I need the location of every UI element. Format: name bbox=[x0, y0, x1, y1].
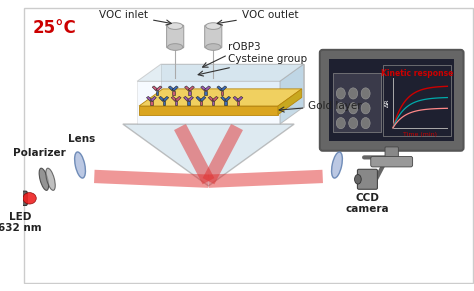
Polygon shape bbox=[196, 96, 202, 101]
Polygon shape bbox=[204, 86, 210, 91]
Polygon shape bbox=[188, 86, 194, 91]
FancyBboxPatch shape bbox=[357, 169, 377, 189]
Text: Lens: Lens bbox=[68, 134, 96, 144]
Ellipse shape bbox=[206, 23, 221, 29]
Polygon shape bbox=[168, 86, 174, 91]
Polygon shape bbox=[201, 86, 207, 91]
FancyBboxPatch shape bbox=[371, 157, 413, 167]
Text: Cysteine group: Cysteine group bbox=[198, 54, 307, 76]
Text: ΔR: ΔR bbox=[385, 99, 390, 107]
Ellipse shape bbox=[336, 88, 345, 99]
Polygon shape bbox=[233, 96, 239, 101]
Text: VOC inlet: VOC inlet bbox=[99, 10, 171, 25]
Polygon shape bbox=[137, 64, 304, 81]
Polygon shape bbox=[159, 96, 165, 101]
Text: CCD
camera: CCD camera bbox=[346, 193, 389, 214]
Ellipse shape bbox=[336, 103, 345, 114]
FancyBboxPatch shape bbox=[9, 191, 27, 205]
FancyBboxPatch shape bbox=[385, 147, 398, 160]
Polygon shape bbox=[212, 96, 218, 101]
Polygon shape bbox=[163, 96, 169, 101]
Polygon shape bbox=[224, 96, 230, 101]
Polygon shape bbox=[137, 81, 280, 124]
Text: VOC outlet: VOC outlet bbox=[217, 10, 298, 25]
Polygon shape bbox=[152, 86, 158, 91]
Ellipse shape bbox=[46, 168, 55, 190]
Polygon shape bbox=[172, 86, 178, 91]
Polygon shape bbox=[156, 86, 162, 91]
Polygon shape bbox=[174, 124, 214, 184]
Polygon shape bbox=[161, 64, 304, 107]
Polygon shape bbox=[156, 91, 158, 95]
Ellipse shape bbox=[361, 103, 370, 114]
Text: LED
632 nm: LED 632 nm bbox=[0, 212, 42, 233]
Ellipse shape bbox=[331, 152, 342, 178]
Text: rOBP3: rOBP3 bbox=[202, 42, 260, 67]
Polygon shape bbox=[200, 96, 206, 101]
Ellipse shape bbox=[168, 44, 183, 50]
Polygon shape bbox=[208, 170, 323, 188]
Polygon shape bbox=[202, 124, 243, 184]
Ellipse shape bbox=[39, 168, 49, 190]
Ellipse shape bbox=[349, 118, 358, 129]
FancyBboxPatch shape bbox=[329, 59, 454, 141]
Polygon shape bbox=[183, 96, 190, 101]
Polygon shape bbox=[94, 170, 209, 188]
Ellipse shape bbox=[23, 193, 36, 204]
Text: Polarizer: Polarizer bbox=[13, 148, 65, 158]
Polygon shape bbox=[188, 91, 191, 95]
FancyBboxPatch shape bbox=[320, 50, 464, 151]
Ellipse shape bbox=[361, 88, 370, 99]
Polygon shape bbox=[204, 91, 207, 95]
Text: Gold layer: Gold layer bbox=[279, 100, 362, 112]
Polygon shape bbox=[163, 101, 165, 105]
Polygon shape bbox=[171, 96, 177, 101]
Polygon shape bbox=[237, 101, 239, 105]
Ellipse shape bbox=[336, 118, 345, 129]
Polygon shape bbox=[280, 64, 304, 124]
Polygon shape bbox=[278, 89, 302, 115]
Polygon shape bbox=[208, 96, 215, 101]
Polygon shape bbox=[221, 96, 227, 101]
Polygon shape bbox=[150, 101, 153, 105]
Ellipse shape bbox=[74, 152, 85, 178]
Text: Kinetic response: Kinetic response bbox=[381, 69, 454, 78]
Ellipse shape bbox=[168, 23, 183, 29]
Polygon shape bbox=[217, 86, 223, 91]
Text: Lens: Lens bbox=[323, 134, 351, 144]
Polygon shape bbox=[187, 101, 190, 105]
Ellipse shape bbox=[206, 44, 221, 50]
Polygon shape bbox=[184, 86, 191, 91]
Polygon shape bbox=[172, 91, 174, 95]
Polygon shape bbox=[187, 96, 193, 101]
Ellipse shape bbox=[355, 175, 361, 184]
Text: 25°C: 25°C bbox=[32, 19, 76, 38]
Polygon shape bbox=[237, 96, 243, 101]
Polygon shape bbox=[175, 101, 177, 105]
FancyBboxPatch shape bbox=[205, 25, 222, 48]
Polygon shape bbox=[175, 96, 181, 101]
Polygon shape bbox=[220, 91, 223, 95]
Polygon shape bbox=[123, 124, 294, 186]
Polygon shape bbox=[146, 96, 153, 101]
Polygon shape bbox=[212, 101, 215, 105]
Ellipse shape bbox=[361, 118, 370, 129]
Polygon shape bbox=[139, 89, 302, 106]
FancyBboxPatch shape bbox=[383, 65, 451, 136]
FancyBboxPatch shape bbox=[167, 25, 184, 48]
Polygon shape bbox=[220, 86, 227, 91]
Ellipse shape bbox=[349, 88, 358, 99]
Polygon shape bbox=[224, 101, 227, 105]
Polygon shape bbox=[150, 96, 156, 101]
Text: Time (min): Time (min) bbox=[403, 132, 437, 137]
Polygon shape bbox=[200, 101, 202, 105]
FancyBboxPatch shape bbox=[333, 73, 381, 132]
Polygon shape bbox=[139, 106, 278, 115]
Ellipse shape bbox=[349, 103, 358, 114]
